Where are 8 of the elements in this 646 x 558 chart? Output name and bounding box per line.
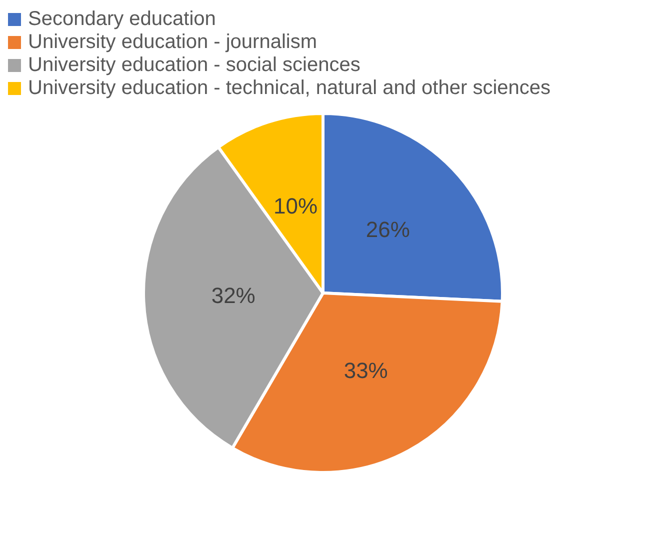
legend-label: Secondary education [28,8,216,31]
data-label: 10% [274,194,318,219]
legend-label: University education - journalism [28,31,318,54]
data-label: 33% [344,358,388,383]
data-label: 26% [366,217,410,242]
data-label: 32% [211,283,256,308]
legend-label: University education - social sciences [28,54,360,77]
legend-label: University education - technical, natural and other sciences [28,77,550,100]
